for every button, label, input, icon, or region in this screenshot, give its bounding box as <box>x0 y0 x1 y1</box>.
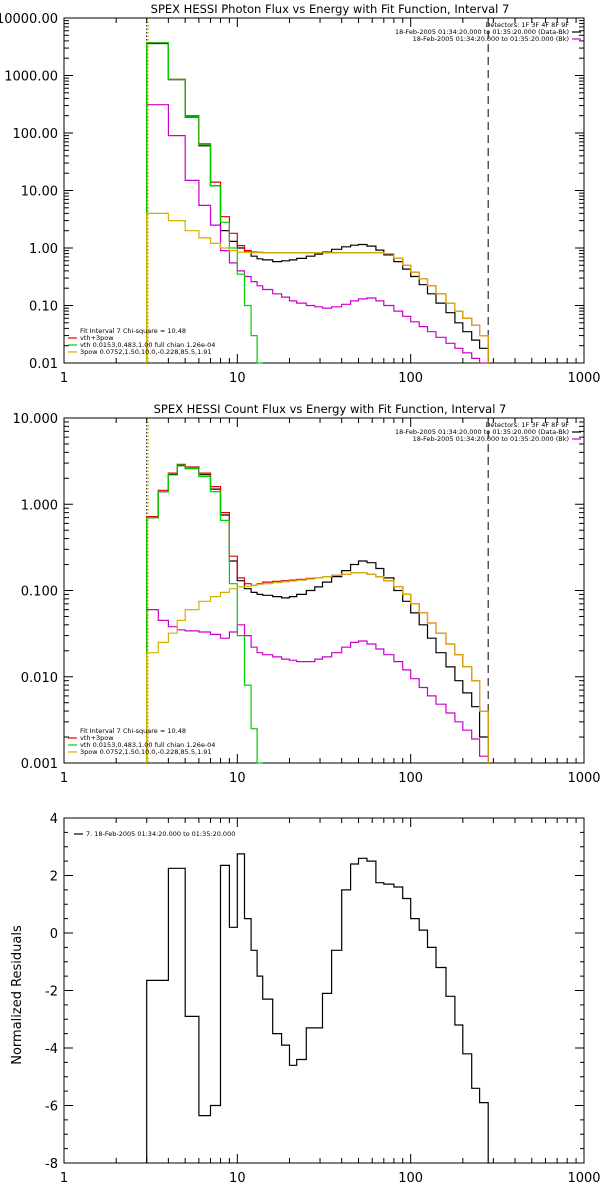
y-tick-label: -4 <box>45 1042 58 1057</box>
legend-bottom-left-entry: Fit Interval 7 Chi-square = 10.48 <box>80 727 186 735</box>
x-tick-label: 1000 <box>567 371 600 386</box>
series-black-line <box>146 465 489 763</box>
series-black-line <box>146 853 489 1163</box>
y-tick-label: 0.010 <box>21 671 58 686</box>
legend-bottom-left-entry: 3pow 0.0752,1.50,10.0,-0.228,85.5,1.91 <box>80 348 212 356</box>
y-tick-label: 0.10 <box>29 300 58 315</box>
legend-bottom-left-entry: vth 0.0153,0.483,1.00 full chian 1.26e-0… <box>80 341 215 349</box>
y-tick-label: 0.001 <box>21 757 58 772</box>
y-tick-label: 1.00 <box>29 242 58 257</box>
x-tick-label: 10 <box>229 771 246 786</box>
y-tick-label: 10.00 <box>21 185 58 200</box>
series-yellow-line <box>146 212 489 363</box>
x-tick-label: 100 <box>398 1171 423 1186</box>
legend-top-right-entry: 18-Feb-2005 01:34:20.000 to 01:35:20.000… <box>395 428 569 436</box>
legend-bottom-left-entry: vth+3pow <box>80 334 114 342</box>
legend-bottom-left-entry: 3pow 0.0752,1.50,10.0,-0.228,85.5,1.91 <box>80 748 212 756</box>
legend-top-right-entry: 18-Feb-2005 01:34:20.000 to 01:35:20.000… <box>395 28 569 36</box>
x-tick-label: 1000 <box>567 771 600 786</box>
series-black-line <box>146 42 489 363</box>
x-tick-label: 1000 <box>567 1171 600 1186</box>
y-tick-label: -2 <box>45 985 58 1000</box>
y-tick-label: 10000.00 <box>0 12 58 27</box>
x-tick-label: 1 <box>60 371 68 386</box>
y-tick-label: 0 <box>50 927 58 942</box>
y-tick-label: 1000.00 <box>4 70 58 85</box>
legend-top-right-entry: Detectors: 1F 3F 4F 8F 9F <box>485 21 569 29</box>
y-tick-label: -8 <box>45 1157 58 1172</box>
x-tick-label: 1 <box>60 1171 68 1186</box>
legend-bottom-left-entry: Fit Interval 7 Chi-square = 10.48 <box>80 327 186 335</box>
series-red-line <box>146 463 489 763</box>
y-tick-label: 2 <box>50 870 58 885</box>
y-tick-label: 0.01 <box>29 357 58 372</box>
series-red-line <box>146 42 489 363</box>
legend-bottom-left-entry: vth+3pow <box>80 734 114 742</box>
series-green-line <box>146 464 263 764</box>
legend-top-right-entry: 18-Feb-2005 01:34:20.000 to 01:35:20.000… <box>413 435 569 443</box>
photon-flux-panel: SPEX HESSI Photon Flux vs Energy with Fi… <box>0 2 600 386</box>
photon-flux-title: SPEX HESSI Photon Flux vs Energy with Fi… <box>151 2 510 16</box>
legend-bottom-left-entry: vth 0.0153,0.483,1.00 full chian 1.26e-0… <box>80 741 215 749</box>
y-tick-label: 1.000 <box>21 498 58 513</box>
series-green-line <box>146 42 263 364</box>
series-yellow-line <box>146 572 489 763</box>
legend-top-right-entry: 18-Feb-2005 01:34:20.000 to 01:35:20.000… <box>413 35 569 43</box>
count-flux-title: SPEX HESSI Count Flux vs Energy with Fit… <box>154 402 507 416</box>
residuals-y-axis-label: Normalized Residuals <box>10 925 25 1065</box>
x-tick-label: 100 <box>398 371 423 386</box>
x-tick-label: 10 <box>229 1171 246 1186</box>
x-tick-label: 1 <box>60 771 68 786</box>
legend-top-right-entry: Detectors: 1F 3F 4F 8F 9F <box>485 421 569 429</box>
count-flux-panel: SPEX HESSI Count Flux vs Energy with Fit… <box>13 402 600 786</box>
y-tick-label: 100.00 <box>13 127 59 142</box>
plot-frame <box>63 417 585 764</box>
y-tick-label: -6 <box>45 1100 58 1115</box>
series-magenta-line <box>146 104 489 364</box>
residuals-panel: Normalized Residuals 1 10 100 1000 -8 -6 -4 -2 0… <box>10 812 600 1186</box>
y-tick-label: 4 <box>50 812 58 827</box>
x-tick-label: 100 <box>398 771 423 786</box>
plot-frame <box>63 17 585 364</box>
x-tick-label: 10 <box>229 371 246 386</box>
y-tick-label: 10.000 <box>13 412 59 427</box>
series-magenta-line <box>146 609 489 763</box>
legend-top-left-entry: 7. 18-Feb-2005 01:34:20.000 to 01:35:20.… <box>86 830 235 838</box>
y-tick-label: 0.100 <box>21 585 58 600</box>
plot-frame <box>63 817 585 1164</box>
